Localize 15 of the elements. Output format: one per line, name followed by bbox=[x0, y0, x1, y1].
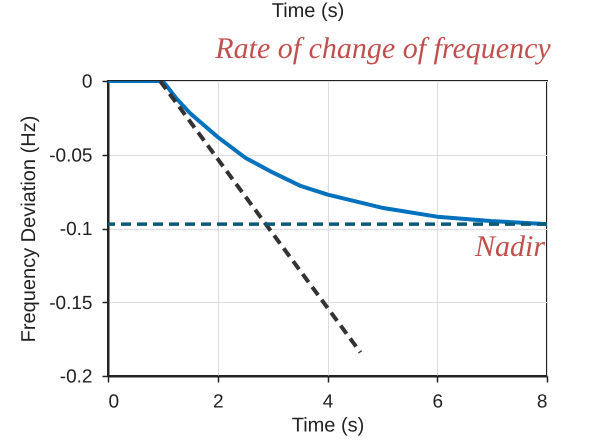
x-tick-label: 2 bbox=[212, 392, 224, 412]
text: Time (s) bbox=[272, 0, 344, 22]
x-tick-label: 8 bbox=[536, 392, 548, 412]
y-tick-label: -0.2 bbox=[60, 366, 92, 388]
ref-line-label: Nadir bbox=[474, 230, 546, 264]
y-tick-label: 0 bbox=[82, 72, 92, 92]
x-axis-title: Time (s) bbox=[292, 414, 364, 436]
y-tick-label: -0.05 bbox=[49, 145, 92, 166]
y-tick-label: -0.15 bbox=[49, 292, 92, 314]
y-tick-label: -0.1 bbox=[60, 219, 92, 240]
x-tick-label: 4 bbox=[322, 392, 334, 412]
text: Rate of change of frequency bbox=[214, 32, 552, 65]
x-tick-label: 6 bbox=[432, 392, 444, 412]
x-tick-label: 0 bbox=[108, 392, 120, 412]
y-axis-title: Frequency Deviation (Hz) bbox=[18, 116, 40, 342]
